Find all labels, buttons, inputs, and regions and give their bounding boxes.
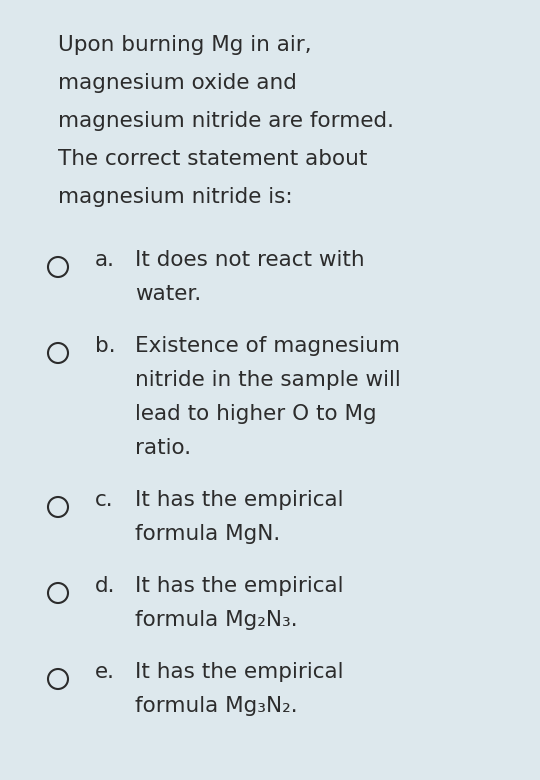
Text: Existence of magnesium: Existence of magnesium bbox=[135, 336, 400, 356]
Text: It has the empirical: It has the empirical bbox=[135, 490, 343, 510]
Text: It does not react with: It does not react with bbox=[135, 250, 364, 270]
Text: The correct statement about: The correct statement about bbox=[58, 149, 367, 169]
Text: water.: water. bbox=[135, 284, 201, 304]
Text: Upon burning Mg in air,: Upon burning Mg in air, bbox=[58, 35, 312, 55]
Text: c.: c. bbox=[95, 490, 113, 510]
Text: It has the empirical: It has the empirical bbox=[135, 576, 343, 596]
Text: formula MgN.: formula MgN. bbox=[135, 524, 280, 544]
Text: ratio.: ratio. bbox=[135, 438, 191, 458]
Text: magnesium nitride are formed.: magnesium nitride are formed. bbox=[58, 111, 394, 131]
Text: lead to higher O to Mg: lead to higher O to Mg bbox=[135, 404, 376, 424]
Text: e.: e. bbox=[95, 662, 115, 682]
Text: magnesium nitride is:: magnesium nitride is: bbox=[58, 187, 293, 207]
Text: nitride in the sample will: nitride in the sample will bbox=[135, 370, 401, 390]
Text: a.: a. bbox=[95, 250, 115, 270]
Text: magnesium oxide and: magnesium oxide and bbox=[58, 73, 297, 93]
Text: b.: b. bbox=[95, 336, 116, 356]
Text: It has the empirical: It has the empirical bbox=[135, 662, 343, 682]
Text: d.: d. bbox=[95, 576, 116, 596]
Text: formula Mg₂N₃.: formula Mg₂N₃. bbox=[135, 610, 298, 630]
Text: formula Mg₃N₂.: formula Mg₃N₂. bbox=[135, 696, 298, 716]
